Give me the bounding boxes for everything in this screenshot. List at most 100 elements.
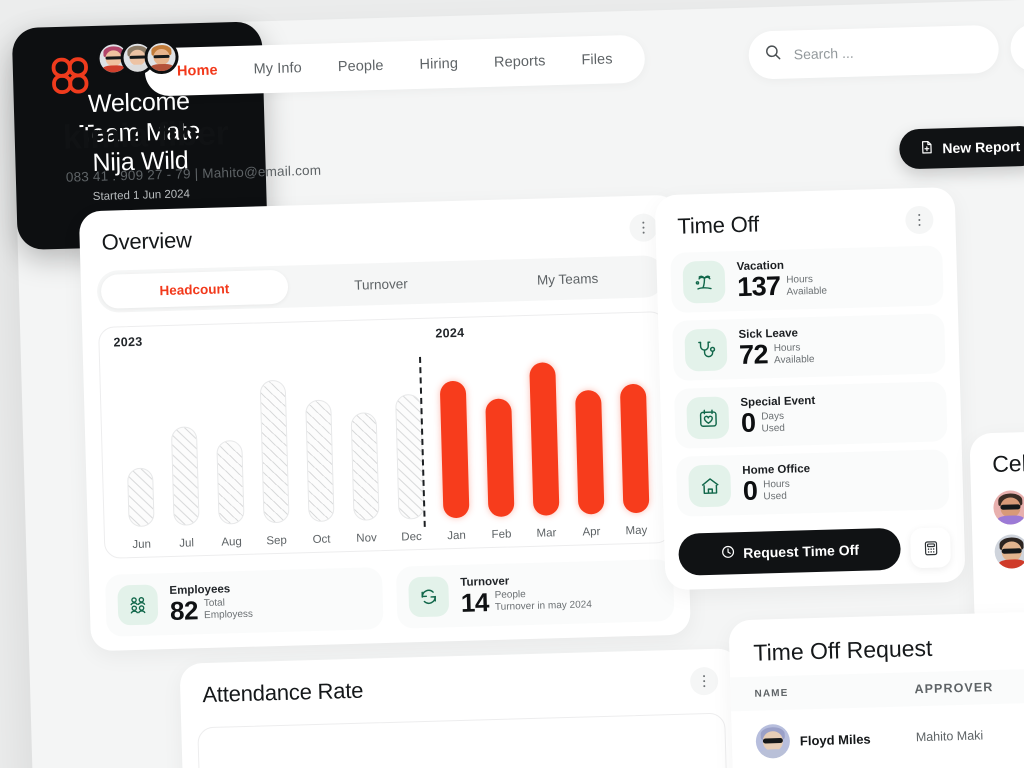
time-off-request-card: Time Off Request NAME APPROVER REQUEST F… <box>728 608 1024 768</box>
time-off-unit-home-2: Used <box>763 490 787 502</box>
stat-unit-turnover-2: Turnover in may 2024 <box>494 598 592 613</box>
stat-card-turnover: Turnover 14 People Turnover in may 2024 <box>395 558 675 629</box>
chart-bar-jun[interactable] <box>126 467 155 528</box>
attendance-chart <box>197 712 730 768</box>
chart-x-label-dec: Dec <box>401 530 422 544</box>
chart-bar-sep[interactable] <box>259 380 290 524</box>
chart-x-label-aug: Aug <box>221 536 243 549</box>
time-off-unit-special-2: Used <box>761 422 786 434</box>
table-person-name: Floyd Miles <box>799 731 871 748</box>
overview-title: Overview <box>101 227 193 255</box>
chart-x-label-sep: Sep <box>266 534 288 548</box>
table-cell-approver: Mahito Maki <box>915 728 984 745</box>
chart-bar-column <box>114 352 164 528</box>
chart-bar-jan[interactable] <box>439 380 470 519</box>
chart-x-label-jul: Jul <box>179 537 195 550</box>
attendance-rate-card: Attendance Rate <box>179 648 746 768</box>
chart-bar-column <box>474 342 524 518</box>
chart-x-label-nov: Nov <box>356 532 377 545</box>
celebration-list: RonaldMarketingMateoSales <box>971 480 1024 574</box>
chart-bar-jul[interactable] <box>170 426 200 526</box>
time-off-request-title: Time Off Request <box>753 634 933 666</box>
dashboard-app-window: Home My Info People Hiring Reports Files… <box>11 0 1024 768</box>
attendance-title: Attendance Rate <box>202 677 364 708</box>
list-item[interactable]: MateoSales <box>972 524 1024 574</box>
request-time-off-label: Request Time Off <box>743 541 860 562</box>
refresh-icon <box>408 576 450 618</box>
nav-item-people[interactable]: People <box>337 57 384 76</box>
time-off-unit-home-1: Hours <box>762 478 790 491</box>
attendance-bar-column <box>559 731 602 768</box>
chart-bar-column <box>294 347 344 523</box>
time-off-unit-sick-2: Available <box>773 353 815 366</box>
time-off-unit-special-1: Days <box>761 410 785 423</box>
search-input[interactable] <box>793 41 964 63</box>
nav-item-files[interactable]: Files <box>581 51 613 69</box>
new-report-button[interactable]: New Report <box>898 125 1024 170</box>
tab-turnover[interactable]: Turnover <box>354 275 408 293</box>
list-item[interactable]: RonaldMarketing <box>971 480 1024 530</box>
search-bar[interactable] <box>748 24 1000 80</box>
chart-x-label-jan: Jan <box>447 529 466 543</box>
attendance-bar-column <box>520 732 563 768</box>
calculator-icon[interactable] <box>909 527 952 569</box>
chart-year-2023: 2023 <box>113 334 143 350</box>
attendance-bar-column <box>403 735 446 768</box>
chart-bar-mar[interactable] <box>528 362 559 516</box>
clover-logo-icon[interactable] <box>48 54 91 97</box>
chart-bar-column <box>384 345 434 520</box>
nav-item-hiring[interactable]: Hiring <box>419 55 459 73</box>
users-icon <box>117 584 159 626</box>
chart-x-label-oct: Oct <box>312 533 331 547</box>
chart-bar-column <box>519 341 569 516</box>
kebab-menu-icon[interactable] <box>629 213 658 243</box>
overview-stat-cards: Employees 82 Total Employess <box>104 558 675 637</box>
attendance-bar-column <box>248 740 291 768</box>
time-off-item-sick-leave[interactable]: Sick Leave 72 Hours Available <box>672 313 946 381</box>
column-header-name: NAME <box>754 687 789 700</box>
time-off-item-vacation[interactable]: Vacation 137 Hours Available <box>670 245 944 313</box>
stat-unit-employees-2: Employess <box>203 608 254 621</box>
chart-bar-column <box>159 351 209 526</box>
chart-year-2024: 2024 <box>435 325 465 341</box>
time-off-list: Vacation 137 Hours Available <box>656 239 963 517</box>
nav-item-reports[interactable]: Reports <box>493 53 546 71</box>
time-off-value-home-office: 0 <box>742 475 758 506</box>
headcount-bars <box>114 338 659 528</box>
chart-bar-oct[interactable] <box>304 399 335 523</box>
column-header-approver: APPROVER <box>914 680 994 697</box>
chart-bar-nov[interactable] <box>350 412 380 521</box>
top-bar: Home My Info People Hiring Reports Files <box>48 22 1024 103</box>
home-icon <box>688 464 732 508</box>
inbox-icon[interactable] <box>1009 23 1024 73</box>
tab-my-teams[interactable]: My Teams <box>536 270 599 288</box>
chart-bar-column <box>249 348 299 524</box>
kebab-menu-icon[interactable] <box>689 666 719 696</box>
headcount-chart: 2023 2024 Jun Jul Aug Sep Oct Nov Dec Jan Feb Mar… <box>98 311 673 559</box>
stat-value-turnover: 14 <box>460 586 490 618</box>
chart-x-label-mar: Mar <box>536 527 557 540</box>
time-off-value-special-event: 0 <box>740 407 756 439</box>
request-time-off-button[interactable]: Request Time Off <box>678 527 902 576</box>
time-off-item-home-office[interactable]: Home Office 0 Hours Used <box>675 449 950 517</box>
avatar <box>755 723 791 759</box>
chart-bar-apr[interactable] <box>574 390 604 515</box>
nav-item-my-info[interactable]: My Info <box>253 60 303 78</box>
attendance-bar-column <box>442 734 485 768</box>
kebab-menu-icon[interactable] <box>905 205 934 235</box>
attendance-bar-column <box>637 729 680 768</box>
headcount-x-axis: Jun Jul Aug Sep Oct Nov Dec Jan Feb Mar Apr May <box>119 524 659 551</box>
avatar <box>992 490 1024 525</box>
time-off-value-vacation: 137 <box>736 270 781 303</box>
chart-bar-may[interactable] <box>619 383 649 514</box>
time-off-item-special-event[interactable]: Special Event 0 Days Used <box>674 381 948 449</box>
overview-tabs: Headcount Turnover My Teams <box>96 255 666 313</box>
chart-bar-dec[interactable] <box>394 393 425 520</box>
chart-bar-aug[interactable] <box>215 440 245 525</box>
tab-headcount[interactable]: Headcount <box>100 269 289 309</box>
chart-bar-feb[interactable] <box>484 398 515 518</box>
attendance-bar-column <box>676 728 719 768</box>
chart-bar-column <box>339 346 389 521</box>
